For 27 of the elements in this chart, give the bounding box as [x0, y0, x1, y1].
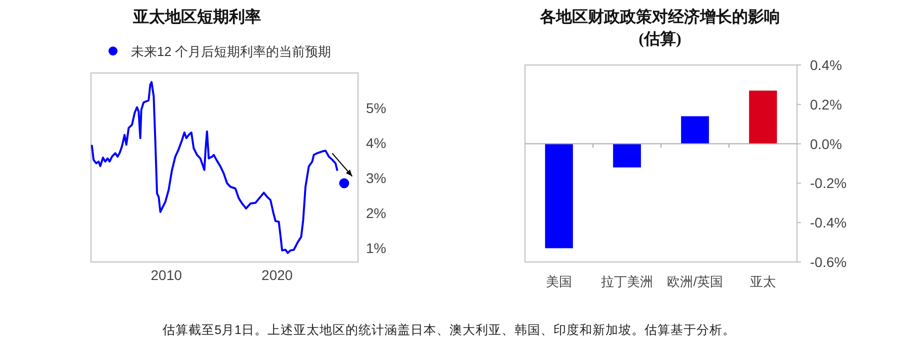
y-tick-label: 2% — [366, 205, 386, 221]
y-tick-label: 0.0% — [810, 136, 842, 152]
y-tick-label: -0.2% — [810, 175, 847, 192]
text: 估算截至5月1日。上述亚太地区的统计涵盖日本、澳大利亚、韩国、印度和新加坡。估算基于分析。 — [162, 322, 736, 337]
y-tick-label: 3% — [366, 170, 386, 186]
y-tick-label: -0.4% — [810, 214, 847, 231]
bar — [613, 144, 641, 168]
x-tick-label: 美国 — [546, 274, 572, 289]
y-tick-label: 5% — [366, 100, 386, 116]
x-tick-label: 亚太 — [750, 274, 776, 289]
chart-title: 亚太地区短期利率 — [132, 7, 261, 26]
y-tick-label: 1% — [366, 240, 386, 256]
y-tick-label: 4% — [366, 135, 386, 151]
x-tick-label: 拉丁美洲 — [601, 274, 653, 289]
chart-subtitle: (估算) — [638, 30, 682, 48]
y-tick-label: 0.2% — [810, 96, 842, 112]
y-tick-label: -0.6% — [810, 254, 847, 270]
bar — [545, 144, 573, 248]
x-tick-label: 欧洲/英国 — [667, 274, 723, 289]
line-series — [90, 81, 338, 254]
bar — [749, 90, 777, 144]
x-tick-label: 2010 — [150, 267, 182, 283]
bar — [681, 116, 709, 144]
y-tick-label: 0.4% — [810, 57, 842, 73]
legend: 未来12 个月后短期利率的当前预期 — [108, 44, 332, 59]
x-tick-label: 2020 — [262, 267, 293, 283]
chart-title: 各地区财政政策对经济增长的影响 — [539, 8, 780, 26]
